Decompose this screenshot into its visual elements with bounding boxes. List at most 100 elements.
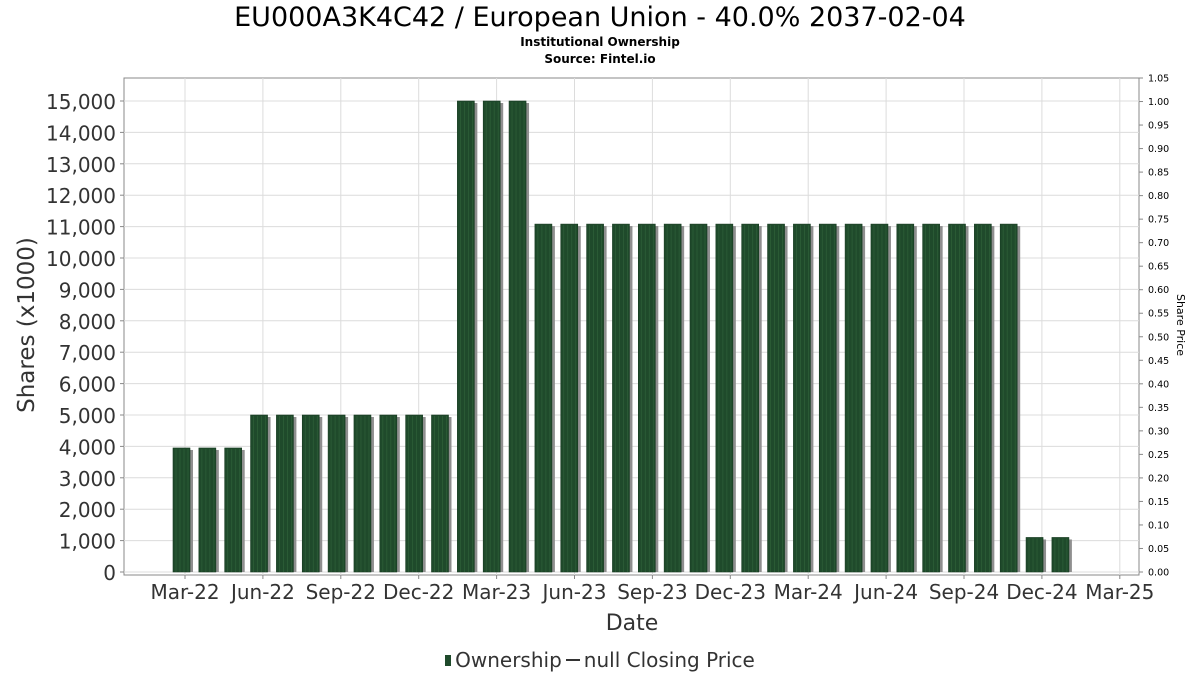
y2-tick-label: 1.00 [1148,97,1169,108]
y-tick-label: 1,000 [59,530,116,554]
ownership-bar [457,100,475,573]
y2-tick-label: 0.10 [1148,520,1169,531]
ownership-bar [431,414,449,573]
x-tick-label: Sep-24 [929,580,999,604]
y-tick-label: 13,000 [46,153,116,177]
y-axis-label: Shares (x1000) [14,237,40,413]
legend-price-label: null Closing Price [583,648,755,672]
x-tick-label: Dec-24 [1006,580,1077,604]
ownership-bar [1025,537,1044,573]
ownership-bar [198,447,217,573]
y2-tick-label: 0.60 [1148,285,1169,296]
ownership-bar [999,223,1018,573]
ownership-bar [767,223,785,573]
chart-title: EU000A3K4C42 / European Union - 40.0% 20… [234,2,966,33]
x-tick-label: Sep-23 [617,580,687,604]
y-tick-label: 7,000 [59,341,116,365]
legend: Ownership null Closing Price [0,648,1200,672]
y2-tick-label: 0.65 [1148,262,1169,273]
x-tick-label: Mar-22 [150,580,219,604]
ownership-bar [508,100,527,573]
y2-tick-label: 0.80 [1148,191,1169,202]
ownership-bar [974,223,992,573]
x-axis: Mar-22 Jun-22 Sep-22 Dec-22 Mar-23 Jun-23 Sep-… [150,575,1154,604]
ownership-bar [224,447,242,573]
y2-tick-label: 0.25 [1148,450,1169,461]
ownership-bar [922,223,940,573]
y-tick-label: 5,000 [59,404,116,428]
y-tick-label: 15,000 [46,90,116,114]
x-tick-label: Jun-23 [541,580,607,604]
y2-tick-label: 0.50 [1148,332,1169,343]
x-tick-label: Jun-24 [852,580,918,604]
ownership-bar [948,223,966,573]
ownership-bar [301,414,320,573]
ownership-bar [482,100,501,573]
y-tick-label: 11,000 [46,216,116,240]
y2-axis: 0.00 0.05 0.10 0.15 0.20 0.25 0.30 0.35 0.40 0.45… [1139,74,1169,579]
ownership-bar [844,223,863,573]
y2-tick-label: 0.15 [1148,497,1169,508]
ownership-bar [715,223,734,573]
x-tick-label: Mar-25 [1085,580,1154,604]
ownership-bar [560,223,579,573]
y2-tick-label: 0.05 [1148,544,1169,555]
y2-tick-label: 0.95 [1148,121,1169,132]
y2-tick-label: 0.45 [1148,356,1169,367]
y2-tick-label: 0.75 [1148,215,1169,226]
ownership-bar [793,223,811,573]
ownership-bar [172,447,191,573]
ownership-bar [870,223,889,573]
y2-tick-label: 0.55 [1148,309,1169,320]
ownership-bar [586,223,604,573]
y2-tick-label: 0.00 [1148,568,1169,579]
ownership-bar [1051,537,1070,573]
y-tick-label: 6,000 [59,373,116,397]
ownership-bar [327,414,346,573]
ownership-bar [689,223,708,573]
x-tick-label: Jun-22 [229,580,295,604]
x-tick-label: Sep-22 [306,580,376,604]
ownership-bar [379,414,398,573]
x-tick-label: Dec-22 [383,580,454,604]
chart-subtitle-2: Source: Fintel.io [544,52,656,66]
ownership-bar [534,223,553,573]
y2-tick-label: 0.30 [1148,426,1169,437]
x-tick-label: Mar-24 [774,580,843,604]
y-tick-label: 4,000 [59,435,116,459]
legend-ownership-label: Ownership [455,648,562,672]
y-tick-label: 10,000 [46,247,116,271]
y-tick-label: 8,000 [59,310,116,334]
y-tick-label: 3,000 [59,467,116,491]
y2-tick-label: 1.05 [1148,74,1169,85]
legend-ownership-swatch [445,655,452,666]
x-tick-label: Mar-23 [462,580,531,604]
chart-plot: 0 1,000 2,000 3,000 4,000 5,000 6,000 7,000 8,00… [14,74,1187,637]
y2-tick-label: 0.35 [1148,403,1169,414]
ownership-bar [612,223,630,573]
ownership-bar [405,414,423,573]
ownership-bar [276,414,294,573]
ownership-bar [353,414,372,573]
ownership-bar [741,223,760,573]
y-tick-label: 0 [103,561,116,585]
y2-tick-label: 0.70 [1148,238,1169,249]
x-axis-label: Date [606,611,659,636]
y2-tick-label: 0.85 [1148,168,1169,179]
y-tick-label: 2,000 [59,498,116,522]
chart-subtitle-1: Institutional Ownership [520,35,680,49]
y-tick-label: 14,000 [46,121,116,145]
y-tick-label: 9,000 [59,278,116,302]
y-axis: 0 1,000 2,000 3,000 4,000 5,000 6,000 7,000 8,00… [46,90,124,585]
legend-price-line [565,659,580,661]
y2-tick-label: 0.90 [1148,144,1169,155]
ownership-bar [637,223,656,573]
ownership-bar [663,223,682,573]
bars [172,100,1072,573]
y2-tick-label: 0.20 [1148,473,1169,484]
ownership-bar [818,223,837,573]
ownership-bar [250,414,268,573]
ownership-bar [896,223,915,573]
y2-tick-label: 0.40 [1148,379,1169,390]
x-tick-label: Dec-23 [695,580,766,604]
